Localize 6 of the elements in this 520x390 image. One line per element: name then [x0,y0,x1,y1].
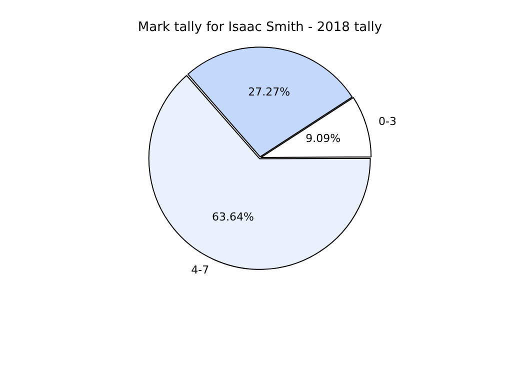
data-label: 9.09% [306,132,341,145]
data-label: 63.64% [212,210,254,224]
slice-label: 0-3 [378,115,396,128]
chart-title: Mark tally for Isaac Smith - 2018 tally [138,20,382,36]
data-label: 27.27% [248,85,290,98]
slice-label: 4-7 [191,263,210,276]
